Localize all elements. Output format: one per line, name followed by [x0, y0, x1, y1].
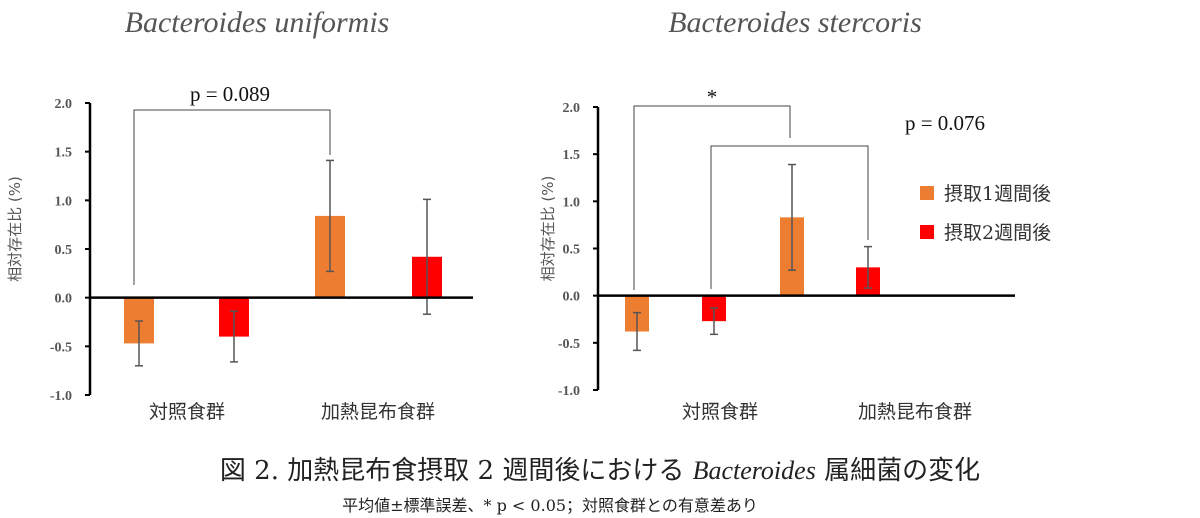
y-tick-label: 1.0: [563, 195, 581, 210]
significance-bracket: [633, 105, 791, 290]
y-tick-label: 0.5: [55, 243, 73, 258]
significance-bracket: [710, 145, 869, 289]
y-tick-label: 1.5: [55, 146, 73, 161]
legend-label: 摂取1週間後: [944, 183, 1051, 205]
significance-label: *: [707, 85, 718, 109]
caption-note: 平均値±標準誤差、* p < 0.05；対照食群との有意差あり: [342, 496, 758, 515]
y-tick-label: 2.0: [563, 101, 581, 116]
significance-label: p = 0.076: [905, 111, 985, 135]
caption-italic: Bacteroides: [692, 456, 816, 485]
chart-title: Bacteroides stercoris: [668, 6, 922, 39]
category-label: 加熱昆布食群: [321, 401, 435, 423]
legend-swatch: [920, 225, 934, 239]
y-tick-label: 1.0: [55, 194, 73, 209]
caption-prefix: 図 2. 加熱昆布食摂取 2 週間後における: [219, 456, 693, 486]
y-tick-label: 0.0: [563, 290, 581, 305]
y-tick-label: 1.5: [563, 148, 581, 163]
figure-caption: 図 2. 加熱昆布食摂取 2 週間後における Bacteroides 属細菌の変…: [0, 450, 1200, 487]
chart-title: Bacteroides uniformis: [125, 6, 390, 39]
y-tick-label: 0.5: [563, 243, 581, 258]
y-tick-label: -1.0: [50, 389, 72, 404]
caption-suffix: 属細菌の変化: [815, 456, 981, 486]
y-tick-label: -0.5: [558, 337, 580, 352]
legend-swatch: [920, 186, 934, 200]
y-tick-label: -0.5: [50, 340, 72, 355]
category-label: 対照食群: [682, 401, 758, 423]
figure-svg: Bacteroides uniformis 2.0 1.5 1.0 0.5 0.0 -0.5…: [6, 6, 1051, 423]
y-tick-label: 2.0: [55, 97, 73, 112]
category-label: 対照食群: [149, 401, 225, 423]
y-axis-label: 相対存在比 (%): [6, 176, 24, 282]
category-label: 加熱昆布食群: [858, 401, 972, 423]
legend-label: 摂取2週間後: [944, 222, 1051, 244]
significance-bracket: [133, 109, 331, 285]
y-tick-label: 0.0: [55, 292, 73, 307]
y-axis-label: 相対存在比 (%): [539, 176, 557, 282]
y-tick-label: -1.0: [558, 384, 580, 399]
significance-label: p = 0.089: [190, 82, 270, 106]
